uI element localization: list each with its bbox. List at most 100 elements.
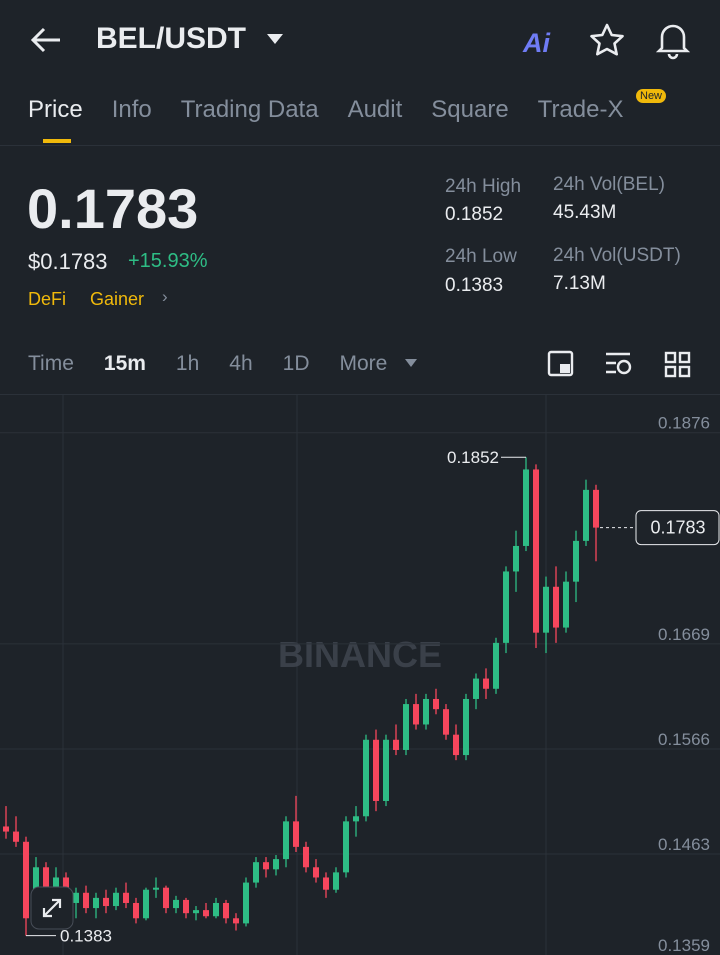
favorite-button[interactable] bbox=[588, 22, 626, 58]
candle-body bbox=[93, 897, 99, 909]
candle-body bbox=[233, 918, 239, 924]
candle-body bbox=[73, 892, 79, 903]
candle-body bbox=[153, 887, 159, 890]
candle-body bbox=[493, 642, 499, 689]
candle-body bbox=[363, 739, 369, 817]
candle-body bbox=[223, 902, 229, 919]
candle-body bbox=[413, 704, 419, 725]
y-tick-label: 0.1876 bbox=[658, 414, 710, 433]
candle-body bbox=[143, 889, 149, 919]
last-price: 0.1783 bbox=[27, 177, 199, 240]
candle-body bbox=[573, 540, 579, 582]
pair-title[interactable]: BEL/USDT bbox=[96, 22, 246, 55]
candle-body bbox=[303, 846, 309, 868]
interval[interactable]: Time bbox=[28, 352, 74, 375]
interval[interactable]: More bbox=[339, 352, 388, 375]
y-tick-label: 0.1566 bbox=[658, 730, 710, 749]
chevron: › bbox=[162, 287, 168, 306]
pair-dropdown[interactable] bbox=[265, 32, 285, 46]
interval[interactable]: 15m bbox=[103, 352, 146, 375]
candle-body bbox=[123, 892, 129, 903]
usd-price: $0.1783 bbox=[28, 249, 108, 274]
candle-body bbox=[393, 739, 399, 750]
stat-label: 24h Low bbox=[445, 246, 517, 267]
candle-body bbox=[333, 872, 339, 890]
tool-icon[interactable] bbox=[547, 350, 575, 378]
y-tick-label: 0.1463 bbox=[658, 835, 710, 854]
current-price-box bbox=[635, 510, 720, 546]
fullscreen-button[interactable] bbox=[30, 886, 74, 930]
candle-body bbox=[83, 892, 89, 909]
candle-body bbox=[273, 859, 279, 870]
candle-body bbox=[583, 489, 589, 541]
stat-label: 24h High bbox=[445, 176, 522, 197]
more-dropdown[interactable] bbox=[404, 358, 418, 368]
candle-body bbox=[533, 469, 539, 633]
ai-button[interactable]: Ai bbox=[523, 28, 550, 58]
interval[interactable]: 4h bbox=[229, 352, 253, 375]
candle-body bbox=[253, 862, 259, 883]
price-change: +15.93% bbox=[128, 250, 208, 272]
y-tick-label: 0.1669 bbox=[658, 625, 710, 644]
candle-body bbox=[23, 841, 29, 919]
candle-body bbox=[173, 899, 179, 909]
candle-body bbox=[183, 899, 189, 914]
tab[interactable]: Audit bbox=[347, 96, 403, 123]
candle-body bbox=[563, 581, 569, 628]
tab-indicator bbox=[43, 139, 71, 143]
y-tick-label: 0.1359 bbox=[658, 936, 710, 955]
candle-body bbox=[353, 816, 359, 822]
candle-body bbox=[133, 902, 139, 919]
candle-body bbox=[243, 882, 249, 924]
candle-body bbox=[3, 826, 9, 832]
candle-body bbox=[403, 704, 409, 750]
candle-body bbox=[53, 877, 59, 893]
layout-icon[interactable] bbox=[664, 351, 692, 379]
interval[interactable]: 1D bbox=[282, 352, 310, 375]
divider bbox=[0, 145, 720, 146]
low-label: 0.1383 bbox=[60, 927, 112, 946]
candle-body bbox=[103, 897, 109, 907]
tab[interactable]: Info bbox=[111, 96, 152, 123]
current-price-label: 0.1783 bbox=[650, 518, 705, 538]
stat-value: 7.13M bbox=[553, 273, 606, 294]
tab[interactable]: Price bbox=[28, 96, 83, 123]
divider bbox=[0, 394, 720, 395]
candle-body bbox=[463, 698, 469, 756]
candle-body bbox=[433, 698, 439, 710]
alert-button[interactable] bbox=[655, 20, 691, 60]
candle-body bbox=[113, 892, 119, 907]
tab-bar: Price Info Trading Data Audit Square Trade-X bbox=[28, 96, 652, 124]
candle-body bbox=[293, 821, 299, 847]
candle-body bbox=[423, 698, 429, 725]
candle-body bbox=[203, 910, 209, 917]
tab[interactable]: Square bbox=[431, 96, 509, 123]
candle-body bbox=[543, 586, 549, 633]
tag[interactable]: Gainer bbox=[90, 289, 145, 309]
candle-body bbox=[443, 709, 449, 735]
tab[interactable]: Trading Data bbox=[180, 96, 319, 123]
stat-value: 45.43M bbox=[553, 202, 617, 223]
candle-body bbox=[13, 831, 19, 842]
back-button[interactable] bbox=[28, 24, 64, 56]
stat-label: 24h Vol(USDT) bbox=[553, 245, 681, 266]
watermark: BINANCE bbox=[278, 634, 442, 675]
candle-body bbox=[523, 469, 529, 546]
indicator-icon[interactable] bbox=[604, 350, 634, 378]
candle-body bbox=[193, 910, 199, 914]
candlestick-chart: BINANCE 0.1876 0.1669 0.1566 0.1463 0.1359 0.… bbox=[0, 395, 720, 955]
candle-body bbox=[453, 734, 459, 756]
tab[interactable]: Trade-X bbox=[537, 96, 624, 123]
candle-body bbox=[383, 739, 389, 801]
time-grid bbox=[62, 395, 547, 955]
candle-body bbox=[553, 586, 559, 628]
tag[interactable]: DeFi bbox=[28, 289, 67, 309]
candle-body bbox=[513, 545, 519, 572]
candle-body bbox=[373, 739, 379, 801]
candle-body bbox=[283, 821, 289, 860]
candle-body bbox=[313, 867, 319, 878]
interval[interactable]: 1h bbox=[175, 352, 200, 375]
candle-body bbox=[483, 678, 489, 689]
candle-body bbox=[323, 877, 329, 890]
